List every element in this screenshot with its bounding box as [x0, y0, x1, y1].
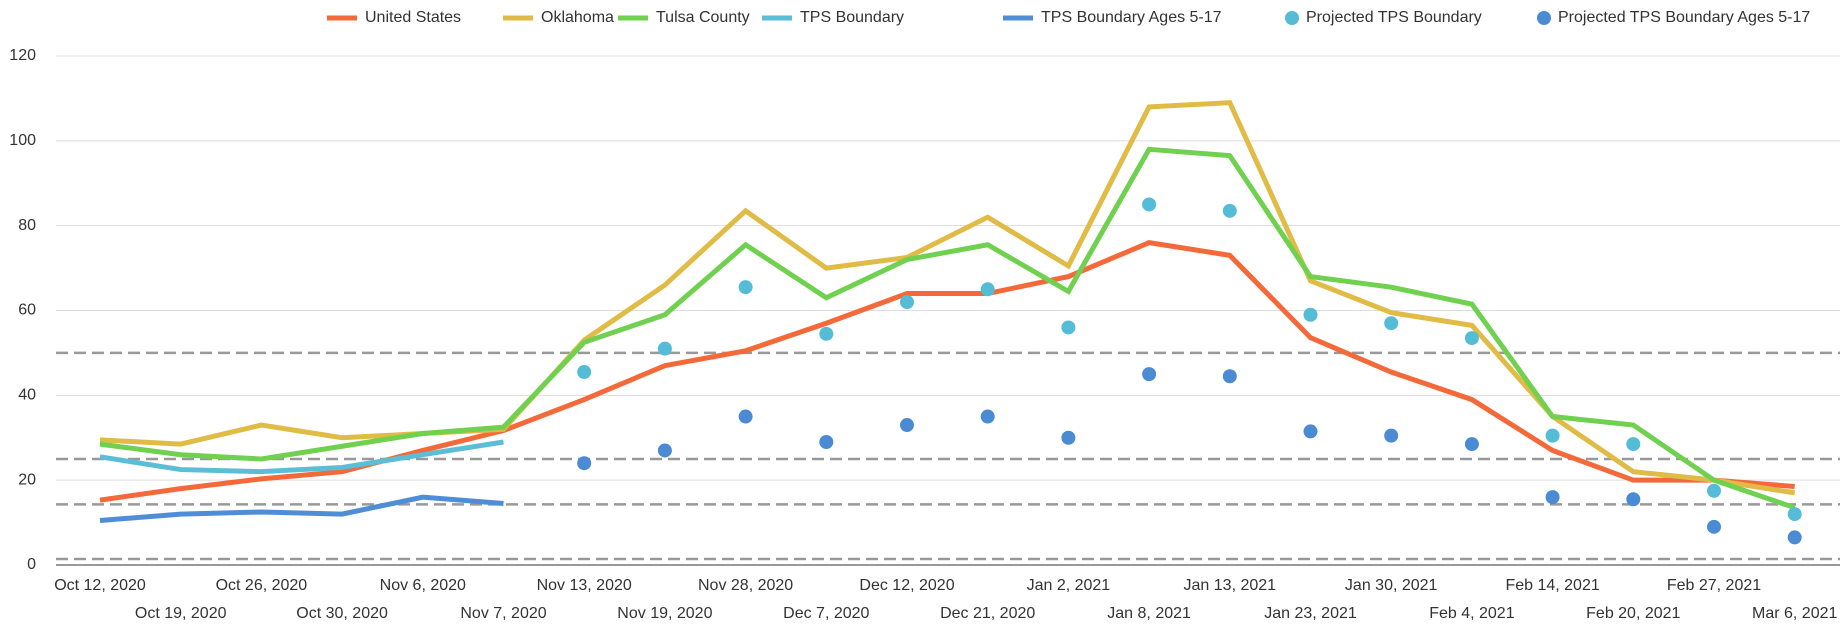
scatter-point — [738, 280, 753, 295]
scatter-point — [1222, 203, 1237, 218]
scatter-point — [819, 326, 834, 341]
scatter-point — [1061, 320, 1076, 335]
scatter-point — [980, 282, 995, 297]
scatter-point — [1061, 430, 1076, 445]
x-tick-label: Dec 7, 2020 — [783, 605, 869, 622]
x-tick-label: Feb 14, 2021 — [1505, 577, 1599, 594]
x-tick-label: Feb 4, 2021 — [1429, 605, 1515, 622]
legend-swatch — [1537, 11, 1551, 25]
x-tick-label: Nov 19, 2020 — [617, 605, 712, 622]
scatter-point — [1303, 307, 1318, 322]
x-tick-label: Dec 12, 2020 — [859, 577, 954, 594]
x-tick-label: Mar 6, 2021 — [1752, 605, 1837, 622]
scatter-point — [1384, 428, 1399, 443]
y-tick-label: 60 — [18, 302, 36, 319]
scatter-point — [900, 295, 914, 310]
legend-label: Projected TPS Boundary Ages 5-17 — [1558, 9, 1810, 26]
x-tick-label: Nov 7, 2020 — [460, 605, 546, 622]
scatter-point — [1545, 428, 1560, 443]
scatter-point — [1142, 367, 1157, 382]
legend-label: Oklahoma — [541, 9, 614, 26]
legend-label: Projected TPS Boundary — [1306, 9, 1482, 26]
series-line — [99, 494, 504, 523]
scatter-point — [1707, 519, 1721, 534]
y-tick-label: 40 — [18, 387, 36, 404]
x-tick-label: Oct 26, 2020 — [216, 577, 308, 594]
scatter-point — [1545, 490, 1560, 505]
scatter-point — [900, 418, 914, 433]
scatter-point — [657, 341, 672, 356]
x-tick-label: Oct 12, 2020 — [54, 577, 146, 594]
scatter-point — [1707, 483, 1721, 498]
series-line — [99, 100, 1796, 496]
series-line — [99, 240, 1795, 503]
x-tick-label: Jan 2, 2021 — [1027, 577, 1111, 594]
scatter-point — [657, 443, 672, 458]
x-tick-label: Feb 20, 2021 — [1586, 605, 1680, 622]
x-tick-label: Feb 27, 2021 — [1667, 577, 1761, 594]
scatter-point — [1626, 492, 1641, 507]
scatter-point — [980, 409, 995, 424]
x-tick-label: Nov 13, 2020 — [537, 577, 632, 594]
x-tick-label: Oct 19, 2020 — [135, 605, 227, 622]
y-tick-label: 100 — [9, 132, 36, 149]
x-tick-label: Nov 28, 2020 — [698, 577, 793, 594]
x-tick-label: Jan 23, 2021 — [1264, 605, 1357, 622]
legend-label: TPS Boundary — [800, 9, 904, 26]
legend-swatch — [1285, 11, 1299, 25]
scatter-point — [1142, 197, 1157, 212]
scatter-point — [1384, 316, 1399, 331]
y-tick-label: 20 — [18, 471, 36, 488]
scatter-point — [738, 409, 753, 424]
scatter-point — [1787, 507, 1802, 522]
y-tick-label: 80 — [18, 217, 36, 234]
scatter-point — [1222, 369, 1237, 384]
y-tick-label: 120 — [9, 47, 36, 64]
legend-label: TPS Boundary Ages 5-17 — [1041, 9, 1222, 26]
series-line — [99, 439, 504, 475]
scatter-point — [1787, 530, 1802, 545]
scatter-point — [1464, 331, 1479, 346]
x-tick-label: Jan 13, 2021 — [1184, 577, 1277, 594]
legend-label: Tulsa County — [656, 9, 750, 26]
x-tick-label: Oct 30, 2020 — [296, 605, 388, 622]
scatter-point — [577, 365, 592, 380]
x-tick-label: Jan 8, 2021 — [1107, 605, 1191, 622]
y-tick-label: 0 — [27, 556, 36, 573]
series-line — [99, 146, 1796, 511]
x-tick-label: Dec 21, 2020 — [940, 605, 1035, 622]
scatter-point — [1464, 437, 1479, 452]
scatter-point — [819, 434, 834, 449]
x-tick-label: Jan 30, 2021 — [1345, 577, 1438, 594]
scatter-point — [1626, 437, 1641, 452]
legend-label: United States — [365, 9, 461, 26]
scatter-point — [577, 456, 592, 471]
x-tick-label: Nov 6, 2020 — [380, 577, 466, 594]
scatter-point — [1303, 424, 1318, 439]
